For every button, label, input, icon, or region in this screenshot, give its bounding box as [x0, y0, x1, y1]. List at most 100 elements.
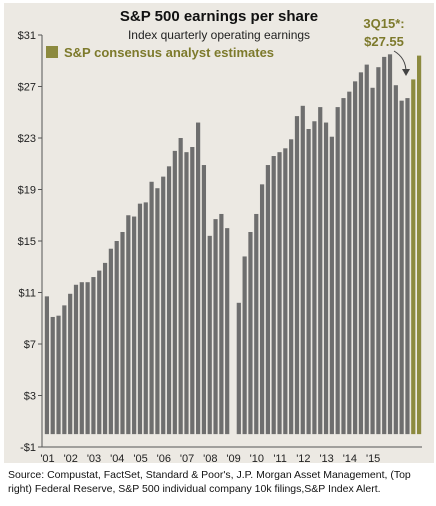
- eps-bar: [265, 165, 270, 435]
- eps-bar: [329, 136, 334, 435]
- x-tick-label: '14: [343, 453, 357, 463]
- x-tick-label: '05: [133, 453, 147, 463]
- eps-bar: [91, 277, 96, 435]
- x-tick-label: '04: [110, 453, 124, 463]
- eps-bar: [341, 98, 346, 435]
- eps-bar: [405, 98, 410, 435]
- callout-arrow-line: [393, 50, 407, 73]
- chart-subtitle: Index quarterly operating earnings: [128, 28, 310, 42]
- y-tick-label: $19: [18, 185, 36, 197]
- eps-bar-chart: S&P 500 earnings per share Index quarter…: [18, 8, 422, 463]
- eps-bar: [399, 100, 404, 435]
- x-tick-label: '03: [87, 453, 101, 463]
- eps-bar: [271, 156, 276, 435]
- eps-bar: [387, 54, 393, 435]
- callout-label-line1: 3Q15*:: [363, 16, 404, 31]
- x-tick-label: '11: [273, 453, 287, 463]
- eps-bar: [335, 107, 340, 435]
- eps-bar: [184, 152, 189, 435]
- eps-bar: [242, 256, 247, 435]
- x-tick-label: '06: [157, 453, 171, 463]
- legend-swatch: [46, 46, 58, 58]
- legend-label: S&P consensus analyst estimates: [64, 45, 274, 60]
- eps-bar: [178, 138, 183, 435]
- x-tick-label: '09: [226, 453, 240, 463]
- eps-bar: [207, 235, 212, 435]
- eps-bar: [323, 122, 329, 435]
- x-tick-label: '10: [250, 453, 264, 463]
- eps-bar: [306, 128, 311, 435]
- callout-arrow-head: [402, 69, 410, 76]
- eps-bar: [137, 203, 143, 435]
- eps-bar: [300, 105, 305, 435]
- eps-bar: [102, 262, 108, 435]
- chart-panel: S&P 500 earnings per share Index quarter…: [4, 3, 434, 463]
- y-tick-label: $7: [24, 339, 36, 351]
- eps-bar: [201, 165, 207, 435]
- eps-bar: [358, 72, 364, 435]
- eps-bar: [248, 231, 253, 435]
- eps-bar: [166, 166, 172, 435]
- eps-bar: [114, 241, 119, 435]
- eps-bar: [294, 116, 300, 435]
- source-note: Source: Compustat, FactSet, Standard & P…: [8, 469, 411, 495]
- eps-bar: [312, 121, 317, 435]
- y-tick-label: $23: [18, 133, 36, 145]
- eps-bar: [79, 282, 84, 435]
- y-tick-label: $11: [18, 288, 36, 300]
- eps-bar: [283, 148, 288, 435]
- eps-bar: [97, 270, 102, 435]
- x-tick-label: '02: [64, 453, 78, 463]
- callout-label-line2: $27.55: [364, 34, 404, 49]
- bars-group: [44, 54, 422, 435]
- eps-bar: [62, 305, 67, 435]
- y-tick-label: -$1: [20, 442, 36, 454]
- eps-bar: [126, 215, 131, 435]
- eps-bar: [44, 296, 49, 435]
- eps-bar: [393, 85, 398, 435]
- eps-bar: [56, 315, 61, 435]
- eps-bar: [236, 302, 241, 435]
- eps-bar: [190, 147, 195, 435]
- eps-bar: [50, 316, 55, 435]
- eps-bar: [370, 87, 375, 435]
- eps-bar: [161, 176, 166, 435]
- chart-title: S&P 500 earnings per share: [120, 8, 318, 25]
- estimate-bar: [411, 79, 416, 435]
- eps-bar: [225, 228, 230, 435]
- eps-bar: [376, 67, 381, 435]
- eps-bar: [73, 284, 79, 435]
- eps-bar: [213, 219, 218, 435]
- eps-bar: [172, 150, 177, 435]
- x-tick-label: '01: [40, 453, 54, 463]
- x-tick-label: '07: [180, 453, 194, 463]
- eps-bar: [289, 139, 294, 435]
- eps-bar: [132, 216, 137, 435]
- eps-bar: [108, 248, 113, 435]
- eps-bar: [120, 231, 125, 435]
- eps-bar: [254, 213, 259, 435]
- eps-bar: [219, 213, 224, 435]
- estimate-bar: [417, 55, 422, 435]
- eps-bar: [364, 64, 369, 435]
- eps-bar: [68, 293, 73, 435]
- eps-bar: [318, 107, 323, 435]
- eps-bar: [277, 152, 282, 435]
- eps-bar: [155, 188, 160, 435]
- eps-bar: [259, 184, 265, 435]
- y-tick-label: $27: [18, 82, 36, 94]
- x-tick-label: '13: [319, 453, 333, 463]
- eps-bar: [143, 202, 148, 435]
- y-tick-label: $3: [24, 391, 36, 403]
- eps-bar: [196, 122, 201, 435]
- eps-bar: [382, 56, 387, 435]
- y-tick-label: $31: [18, 30, 36, 42]
- eps-bar: [85, 282, 90, 435]
- x-tick-label: '15: [366, 453, 380, 463]
- eps-bar: [149, 181, 154, 435]
- eps-bar: [347, 91, 352, 435]
- eps-bar: [353, 81, 358, 435]
- axes-group: $31 $27 $23 $19 $15 $11 $7 $3 -$1 '01 '02 '03 '04 '05…: [18, 30, 422, 463]
- x-tick-label: '08: [203, 453, 217, 463]
- x-tick-label: '12: [296, 453, 310, 463]
